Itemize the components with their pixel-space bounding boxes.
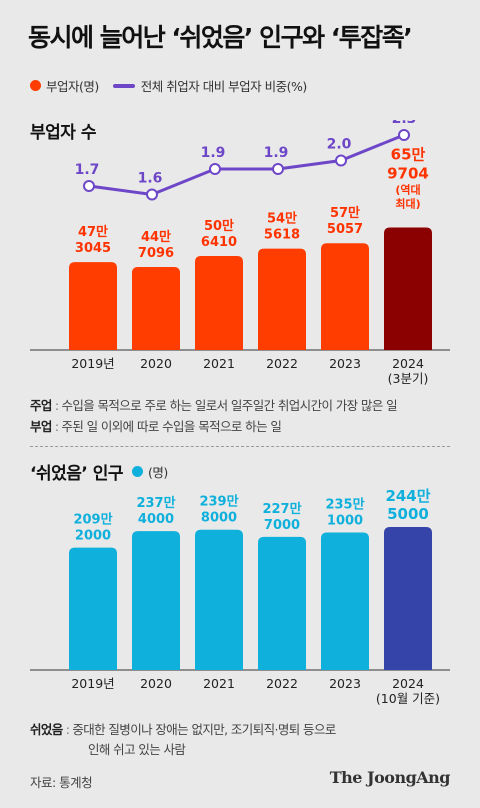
x-tick-label: 2019년 <box>71 676 114 691</box>
bar-rest <box>258 536 306 670</box>
bar-rest <box>384 527 432 670</box>
note-main-job: 주업: 수입을 목적으로 주로 하는 일로서 일주일간 취업시간이 가장 많은 일 <box>30 398 398 413</box>
bar-value-label: 5618 <box>264 228 300 243</box>
note-main-job-text: 수입을 목적으로 주로 하는 일로서 일주일간 취업시간이 가장 많은 일 <box>61 398 397 413</box>
record-high-note: (역대 <box>395 182 420 196</box>
bar-value-label: 5057 <box>327 222 363 237</box>
bar-value-label: 237만 <box>136 495 175 511</box>
share-line <box>88 133 405 196</box>
x-tick-sublabel: (3분기) <box>388 371 429 386</box>
side-job-chart-title: 부업자 수 <box>30 118 96 143</box>
bar-value-label: 7096 <box>138 246 174 261</box>
bar-value-label: 2000 <box>75 529 111 544</box>
bar-value-label: 209만 <box>73 512 112 528</box>
bar-value-label: 57만 <box>330 205 360 221</box>
x-tick-label: 2021 <box>203 676 235 691</box>
note-side-job-text: 주된 일 이외에 따로 수입을 목적으로 하는 일 <box>61 419 282 434</box>
note-rest: 쉬었음: 중대한 질병이나 장애는 없지만, 조기퇴직·명퇴 등으로 <box>30 722 336 737</box>
bar-side-job <box>132 266 180 350</box>
x-tick-label: 2023 <box>329 676 361 691</box>
side-job-chart-title-text: 부업자 수 <box>30 123 96 143</box>
x-tick-label: 2023 <box>329 356 361 371</box>
bar-rest <box>195 529 243 670</box>
bar-value-label: 47만 <box>78 224 108 240</box>
share-point <box>146 188 158 201</box>
share-value-label: 1.6 <box>138 171 163 187</box>
x-tick-label: 2022 <box>266 356 298 371</box>
share-value-label: 1.9 <box>264 145 289 161</box>
bar-value-label: 4000 <box>138 512 174 527</box>
rest-legend-swatch <box>132 466 144 477</box>
share-value-label: 2.3 <box>392 120 417 127</box>
bar-rest <box>321 532 369 670</box>
share-value-label: 2.0 <box>327 137 352 153</box>
bar-value-label: 235만 <box>325 496 364 512</box>
publisher-logo: The JoongAng <box>329 768 451 787</box>
x-tick-label: 2022 <box>266 676 298 691</box>
bar-side-job <box>258 248 306 350</box>
bar-side-job <box>384 227 432 350</box>
note-main-job-term: 주업 <box>30 398 52 413</box>
bar-value-label: 227만 <box>262 501 301 517</box>
bar-value-label: 1000 <box>327 513 363 528</box>
x-tick-label: 2024 <box>392 676 424 691</box>
share-value-label: 1.7 <box>75 162 100 178</box>
bar-value-label: 7000 <box>264 518 300 533</box>
record-high-note: 최대) <box>395 196 420 210</box>
share-point <box>272 163 284 175</box>
share-point <box>398 129 410 141</box>
bar-legend-label: 부업자(명) <box>46 79 99 94</box>
note-rest-term: 쉬었음 <box>30 722 63 737</box>
note-rest-line2: 인해 쉬고 있는 사람 <box>88 742 186 757</box>
x-tick-label: 2021 <box>203 356 235 371</box>
rest-chart-unit: (명) <box>148 465 168 480</box>
note-side-job: 부업: 주된 일 이외에 따로 수입을 목적으로 하는 일 <box>30 419 282 434</box>
share-point <box>209 163 221 175</box>
share-value-label: 1.9 <box>201 145 226 161</box>
bar-side-job <box>195 255 243 350</box>
section-divider <box>30 446 450 447</box>
line-legend-swatch <box>112 83 135 88</box>
bar-value-label: 65만 <box>391 145 426 163</box>
bar-value-label: 54만 <box>267 211 297 227</box>
bar-value-label: 244만 <box>385 487 430 505</box>
share-point <box>83 180 95 192</box>
bar-rest <box>132 531 180 670</box>
bar-value-label: 5000 <box>387 505 429 523</box>
x-tick-label: 2019년 <box>71 356 114 371</box>
x-tick-label: 2020 <box>140 676 172 691</box>
bar-value-label: 44만 <box>141 229 171 245</box>
note-rest-continued: 인해 쉬고 있는 사람 <box>88 739 186 758</box>
rest-chart-title-text: ‘쉬었음’ 인구 <box>30 464 124 484</box>
line-legend-label: 전체 취업자 대비 부업자 비중(%) <box>140 79 308 94</box>
bar-value-label: 3045 <box>75 241 111 256</box>
share-point <box>335 154 347 167</box>
page-title: 동시에 늘어난 ‘쉬었음’ 인구와 ‘투잡족’ <box>28 23 413 52</box>
bar-value-label: 8000 <box>201 511 237 526</box>
rest-chart-title: ‘쉬었음’ 인구 (명) <box>30 459 168 484</box>
bar-side-job <box>321 243 369 350</box>
x-tick-label: 2024 <box>392 356 424 371</box>
x-tick-sublabel: (10월 기준) <box>376 691 440 706</box>
bar-value-label: 50만 <box>204 218 234 234</box>
note-side-job-term: 부업 <box>30 419 52 434</box>
bar-value-label: 6410 <box>201 235 237 250</box>
bar-side-job <box>69 262 117 350</box>
bar-legend-swatch <box>30 80 41 91</box>
note-rest-line1: 중대한 질병이나 장애는 없지만, 조기퇴직·명퇴 등으로 <box>72 722 336 737</box>
bar-rest <box>69 547 117 670</box>
legend: 부업자(명) 전체 취업자 대비 부업자 비중(%) <box>30 76 307 95</box>
source-label: 자료: 통계청 <box>30 775 93 790</box>
x-tick-label: 2020 <box>140 356 172 371</box>
bar-value-label: 239만 <box>199 494 238 510</box>
bar-value-label: 9704 <box>387 164 429 182</box>
